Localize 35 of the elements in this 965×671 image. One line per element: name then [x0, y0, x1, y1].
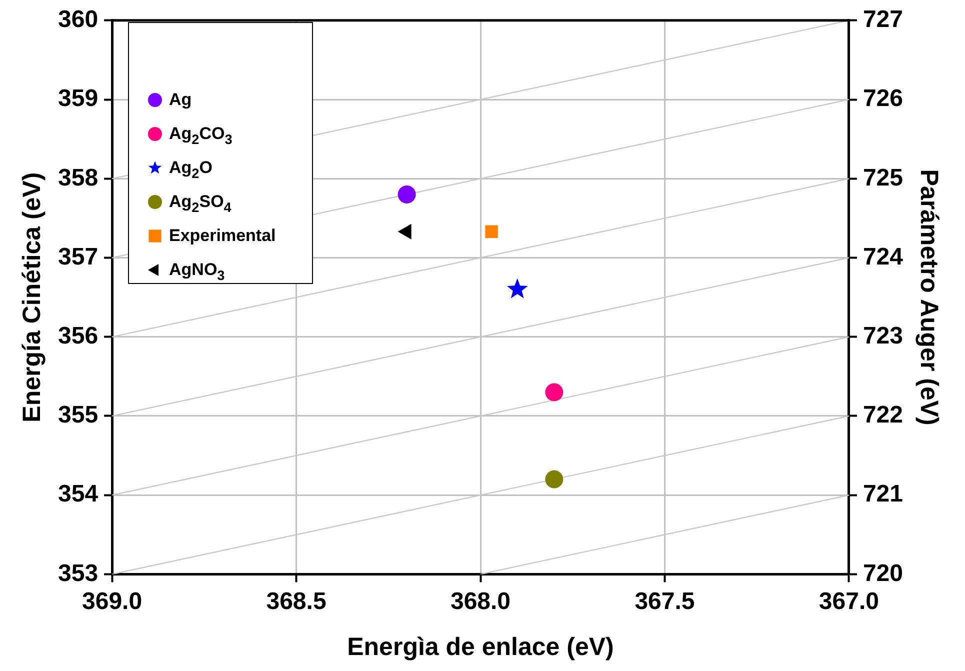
- x-tick-label: 367.5: [634, 588, 695, 616]
- x-tick-label: 368.0: [450, 588, 511, 616]
- y-tick-label: 355: [58, 402, 98, 429]
- y2-tick-label: 726: [862, 85, 904, 112]
- y2-tick-label: 724: [862, 243, 904, 270]
- y2-axis-title: Parámetro Auger (eV): [915, 169, 944, 426]
- y2-tick-label: 722: [862, 402, 904, 429]
- legend-label: Ag$_{2}$CO$_{3}$: [169, 124, 232, 147]
- y-tick-label: 360: [58, 6, 98, 34]
- y-tick-label: 354: [58, 480, 99, 508]
- point: [545, 383, 564, 402]
- x-tick-label: 368.5: [266, 588, 326, 616]
- legend-label: Ag: [169, 90, 192, 110]
- y-axis-title: Energía Cinética (eV): [18, 172, 46, 422]
- x-tick-label: 367.0: [818, 588, 879, 616]
- y-tick-label: 359: [58, 85, 98, 112]
- legend-label: AgNO$_{3}$: [169, 260, 225, 283]
- y2-tick-label: 727: [862, 6, 904, 34]
- legend-label: Ag$_{2}$SO$_{4}$: [169, 192, 232, 215]
- point: [506, 278, 528, 298]
- y2-tick-label: 720: [862, 560, 904, 587]
- y-tick-label: 358: [58, 164, 98, 192]
- y-tick-label: 357: [58, 243, 98, 270]
- legend-label: Ag$_{2}$O: [169, 158, 212, 181]
- legend-label: Experimental: [169, 226, 276, 246]
- y2-tick-label: 723: [862, 322, 904, 350]
- point: [398, 185, 416, 204]
- y-tick-label: 353: [58, 560, 98, 587]
- x-axis-title: Energìa de enlace (eV): [347, 632, 614, 661]
- y2-tick-label: 721: [862, 480, 904, 508]
- x-tick-label: 369.0: [82, 588, 142, 616]
- point: [545, 470, 564, 488]
- y-tick-label: 356: [58, 322, 98, 350]
- y2-tick-label: 725: [862, 164, 904, 192]
- point: [485, 225, 498, 238]
